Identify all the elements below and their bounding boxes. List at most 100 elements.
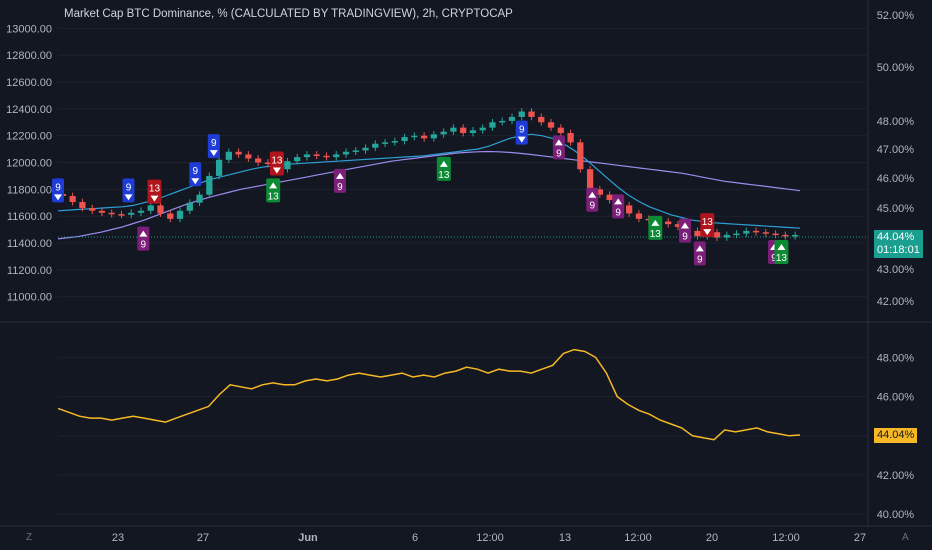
left-axis-tick: 11400.00 <box>7 238 52 250</box>
time-axis-label: 27 <box>197 532 209 544</box>
candle-body <box>723 234 730 238</box>
signal-label: 13 <box>776 253 788 264</box>
candle-body <box>547 122 555 128</box>
signal-badge <box>693 241 706 266</box>
candle-body <box>694 230 701 237</box>
time-axis-label: 20 <box>706 532 718 544</box>
last-price-tag: 44.04% 01:18:01 <box>874 230 923 258</box>
signal-up-arrow-icon <box>680 222 689 229</box>
timezone-button[interactable]: Z <box>26 532 33 543</box>
signal-badge <box>586 187 599 212</box>
candle-body <box>118 214 125 216</box>
right-axis-tick: 46.00% <box>877 173 915 185</box>
candle-body <box>518 111 525 117</box>
signal-label: 9 <box>126 182 132 193</box>
time-axis-label: 12:00 <box>476 532 504 544</box>
signal-label: 9 <box>192 166 198 177</box>
time-axis-label: 27 <box>854 532 866 544</box>
signal-badge <box>269 151 284 176</box>
signal-label: 9 <box>141 240 147 251</box>
candle-body <box>762 232 769 234</box>
candle-body <box>352 150 359 152</box>
right-axis-tick: 52.00% <box>877 10 915 22</box>
candle-body <box>782 234 789 237</box>
signal-label: 13 <box>702 217 714 228</box>
candle-body <box>586 169 594 190</box>
candle-body <box>752 230 760 233</box>
signal-up-arrow-icon <box>269 182 278 189</box>
candle-body <box>176 210 184 219</box>
dominance-axis-tick: 42.00% <box>877 470 915 482</box>
time-axis-label: 13 <box>559 532 571 544</box>
candle-body <box>264 162 272 164</box>
candle-body <box>215 159 223 176</box>
signal-label: 13 <box>271 156 283 167</box>
signal-badge <box>207 134 220 159</box>
time-axis-label: 23 <box>112 532 124 544</box>
signal-down-arrow-icon <box>272 167 281 174</box>
signal-up-arrow-icon <box>439 160 448 167</box>
last-price-value: 44.04% <box>877 231 915 243</box>
candle-body <box>430 134 438 139</box>
signal-up-arrow-icon <box>614 198 623 205</box>
time-axis-label: 12:00 <box>624 532 652 544</box>
candle-body <box>469 130 477 133</box>
candle-body <box>255 158 262 163</box>
candle-body <box>79 202 86 209</box>
time-axis-label: 6 <box>412 532 418 544</box>
signal-label: 9 <box>55 182 61 193</box>
signal-badge <box>774 240 789 264</box>
candle-body <box>460 127 467 133</box>
signal-label: 13 <box>149 184 161 195</box>
candle-body <box>128 212 135 215</box>
candle-body <box>391 141 398 143</box>
signal-up-arrow-icon <box>554 139 563 146</box>
signal-label: 9 <box>682 232 688 243</box>
candle-body <box>372 143 379 148</box>
right-axis-tick: 42.00% <box>877 296 915 308</box>
dominance-axis-tick: 48.00% <box>877 352 915 364</box>
candle-body <box>323 155 330 158</box>
signal-up-arrow-icon <box>695 245 704 252</box>
signal-badge <box>678 218 691 243</box>
candle-body <box>69 196 76 203</box>
signal-label: 9 <box>211 138 217 149</box>
candle-body <box>167 213 174 219</box>
dominance-value-tag: 44.04% <box>874 428 918 443</box>
candle-body <box>538 116 545 123</box>
candle-body <box>713 232 721 238</box>
signal-badge <box>52 178 64 203</box>
signal-up-arrow-icon <box>139 230 148 237</box>
candle-body <box>791 234 799 237</box>
candle-body <box>89 208 96 211</box>
candle-body <box>157 205 164 214</box>
candle-body <box>508 116 516 121</box>
signal-badge <box>436 156 451 181</box>
auto-scale-button[interactable]: A <box>902 532 909 543</box>
signal-badge <box>612 194 625 219</box>
signal-label: 13 <box>268 191 280 202</box>
signal-down-arrow-icon <box>209 150 218 157</box>
candle-body <box>674 224 682 227</box>
signal-badge <box>122 178 135 203</box>
signal-up-arrow-icon <box>777 244 786 250</box>
candle-body <box>284 161 291 170</box>
dominance-axis-tick: 40.00% <box>877 509 915 521</box>
candle-body <box>665 221 672 225</box>
candle-body <box>626 205 633 214</box>
left-axis-tick: 11000.00 <box>7 292 52 304</box>
candle-body <box>528 111 535 117</box>
signal-badge <box>333 168 346 193</box>
signal-label: 13 <box>650 229 662 240</box>
signal-badge <box>700 213 715 238</box>
right-axis-tick: 43.00% <box>877 264 915 276</box>
fast-moving-average-line <box>57 133 801 229</box>
signal-label: 9 <box>697 254 703 265</box>
candle-body <box>567 133 574 143</box>
right-axis-tick: 48.00% <box>877 116 915 128</box>
candle-body <box>733 233 740 236</box>
candle-body <box>411 135 418 138</box>
dominance-axis-tick: 46.00% <box>877 392 915 404</box>
chart-title: Market Cap BTC Dominance, % (CALCULATED … <box>64 8 513 20</box>
